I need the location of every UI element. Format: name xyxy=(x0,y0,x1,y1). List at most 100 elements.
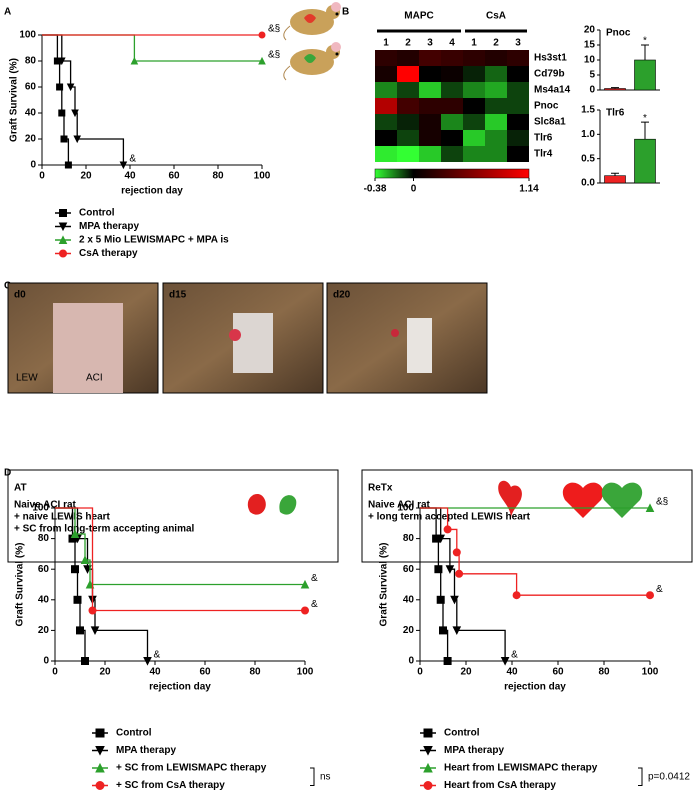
graft-skin xyxy=(233,313,273,373)
heat-cell xyxy=(419,66,441,82)
chart-title: Tlr6 xyxy=(606,108,625,119)
marker xyxy=(443,657,452,665)
mouse-icon xyxy=(283,2,341,41)
survival-step xyxy=(459,573,518,596)
heat-cell xyxy=(485,82,507,98)
y-axis-label: Graft Survival (%) xyxy=(9,58,20,142)
legend-label: Control xyxy=(444,728,480,739)
y-tick-label: 1.5 xyxy=(581,105,595,116)
box-title: ReTx xyxy=(368,483,393,494)
marker xyxy=(445,565,455,574)
marker xyxy=(76,626,84,635)
marker xyxy=(73,135,82,144)
marker xyxy=(434,565,443,574)
row-label: Tlr6 xyxy=(534,133,553,144)
box-line: + SC from long-term accepting animal xyxy=(14,524,195,535)
marker xyxy=(423,728,433,738)
marker xyxy=(439,626,447,635)
bar xyxy=(634,138,656,184)
marker xyxy=(436,595,445,604)
x-tick-label: 80 xyxy=(598,667,610,678)
bracket xyxy=(638,767,643,786)
y-tick-label: 15 xyxy=(584,40,596,51)
y-tick-label: 0 xyxy=(408,656,414,667)
photo-label: d0 xyxy=(14,290,26,301)
marker xyxy=(66,83,75,92)
marker xyxy=(455,569,464,578)
marker xyxy=(423,781,433,790)
heat-cell xyxy=(397,114,419,130)
legend-label: Heart from LEWISMAPC therapy xyxy=(444,763,598,774)
x-axis-label: rejection day xyxy=(504,682,566,693)
column-label: 3 xyxy=(427,38,433,49)
y-tick-label: 100 xyxy=(32,503,49,514)
marker xyxy=(73,595,82,604)
box xyxy=(361,469,693,563)
marker xyxy=(71,565,79,574)
y-tick-label: 0 xyxy=(30,160,36,171)
x-tick-label: 100 xyxy=(642,667,659,678)
marker xyxy=(90,626,100,636)
survival-step xyxy=(77,537,89,570)
marker xyxy=(95,746,105,756)
heat-cell xyxy=(375,50,397,66)
y-axis-label: Graft Survival (%) xyxy=(15,543,26,627)
error-bar xyxy=(641,44,649,60)
chart-title: Pnoc xyxy=(606,28,631,39)
y-tick-label: 60 xyxy=(38,564,50,575)
marker xyxy=(258,56,266,65)
survival-step xyxy=(77,138,125,165)
y-tick-label: 0 xyxy=(589,85,595,96)
annotation: & xyxy=(511,650,518,661)
x-tick-label: 60 xyxy=(199,667,211,678)
survival-step xyxy=(440,599,444,631)
y-tick-label: 100 xyxy=(19,30,36,41)
y-tick-label: 40 xyxy=(25,108,37,119)
bar xyxy=(604,88,626,91)
heat-cell xyxy=(463,130,485,146)
x-tick-label: 0 xyxy=(39,171,45,182)
row-label: Tlr4 xyxy=(534,149,553,160)
x-axis-label: rejection day xyxy=(149,682,211,693)
graft-skin xyxy=(407,318,432,373)
heat-cell xyxy=(463,66,485,82)
marker xyxy=(645,503,655,512)
x-tick-label: 40 xyxy=(149,667,161,678)
y-tick-label: 60 xyxy=(25,82,37,93)
box-line: Naive ACI rat xyxy=(368,500,431,511)
survival-step xyxy=(75,533,86,561)
heat-cell xyxy=(441,98,463,114)
heat-cell xyxy=(375,98,397,114)
wound xyxy=(391,329,399,337)
marker xyxy=(56,83,64,91)
y-tick-label: 20 xyxy=(25,134,37,145)
heat-cell xyxy=(441,82,463,98)
marker xyxy=(512,591,521,600)
group-label: MAPC xyxy=(404,11,433,22)
legend-label: + SC from CsA therapy xyxy=(116,780,225,791)
marker xyxy=(85,579,95,589)
marker xyxy=(646,591,654,600)
heat-cell xyxy=(441,66,463,82)
heat-cell xyxy=(375,66,397,82)
marker xyxy=(443,525,452,534)
y-tick-label: 10 xyxy=(584,55,596,66)
row-label: Slc8a1 xyxy=(534,117,566,128)
box-line: + naive LEWIS heart xyxy=(14,512,111,523)
heat-cell xyxy=(463,82,485,98)
column-label: 3 xyxy=(515,38,521,49)
heat-cell xyxy=(463,114,485,130)
heat-cell xyxy=(375,130,397,146)
legend-label: CsA therapy xyxy=(79,248,138,259)
survival-step xyxy=(70,86,76,113)
legend-label: MPA therapy xyxy=(444,745,504,756)
marker xyxy=(301,606,309,615)
heat-cell xyxy=(441,130,463,146)
row-label: Hs3st1 xyxy=(534,53,567,64)
y-tick-label: 0.5 xyxy=(581,153,595,164)
survival-step xyxy=(440,537,451,570)
x-axis-label: rejection day xyxy=(121,186,183,197)
photo-mark: ACI xyxy=(86,373,103,384)
survival-step xyxy=(75,112,78,139)
